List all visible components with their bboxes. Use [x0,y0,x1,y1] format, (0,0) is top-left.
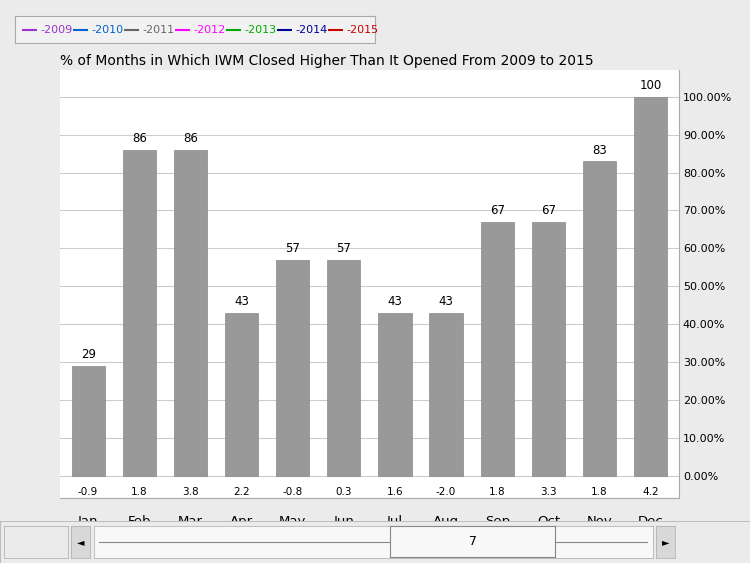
Text: -2010: -2010 [92,25,123,35]
Text: 0.3: 0.3 [335,487,352,497]
Text: 2.2: 2.2 [233,487,250,497]
Text: -0.8: -0.8 [283,487,303,497]
Text: 1.8: 1.8 [131,487,148,497]
Text: 83: 83 [592,144,607,157]
Text: -2012: -2012 [194,25,226,35]
Text: 3.8: 3.8 [182,487,199,497]
Text: -2013: -2013 [244,25,276,35]
Bar [481,222,514,476]
Text: 1.6: 1.6 [387,487,404,497]
Text: -2015: -2015 [346,25,378,35]
Text: 1.8: 1.8 [489,487,506,497]
Text: ◄: ◄ [76,537,84,547]
Text: 57: 57 [336,242,351,255]
Text: 57: 57 [285,242,300,255]
Text: 100: 100 [640,79,662,92]
Bar [276,260,309,476]
Text: -0.9: -0.9 [78,487,98,497]
Text: -2.0: -2.0 [436,487,456,497]
Text: -2014: -2014 [296,25,328,35]
Text: 3.3: 3.3 [540,487,556,497]
Text: 67: 67 [490,204,505,217]
Text: 67: 67 [541,204,556,217]
Text: 43: 43 [439,295,454,308]
Bar [583,161,616,476]
Bar [174,150,207,476]
Text: -2009: -2009 [40,25,73,35]
Bar [123,150,156,476]
Text: 43: 43 [234,295,249,308]
Text: 86: 86 [183,132,198,145]
Text: 4.2: 4.2 [642,487,659,497]
Bar [532,222,565,476]
Text: 7: 7 [469,535,476,548]
Text: 29: 29 [81,348,96,361]
Text: ►: ► [662,537,669,547]
Text: % of Months in Which IWM Closed Higher Than It Opened From 2009 to 2015: % of Months in Which IWM Closed Higher T… [60,53,594,68]
Bar [378,312,412,476]
Bar [634,97,668,476]
Text: 86: 86 [132,132,147,145]
Bar [430,312,463,476]
Bar [225,312,258,476]
Bar [327,260,361,476]
Text: 43: 43 [388,295,403,308]
Text: 1.8: 1.8 [591,487,608,497]
Text: -2011: -2011 [142,25,174,35]
Bar [71,366,105,476]
